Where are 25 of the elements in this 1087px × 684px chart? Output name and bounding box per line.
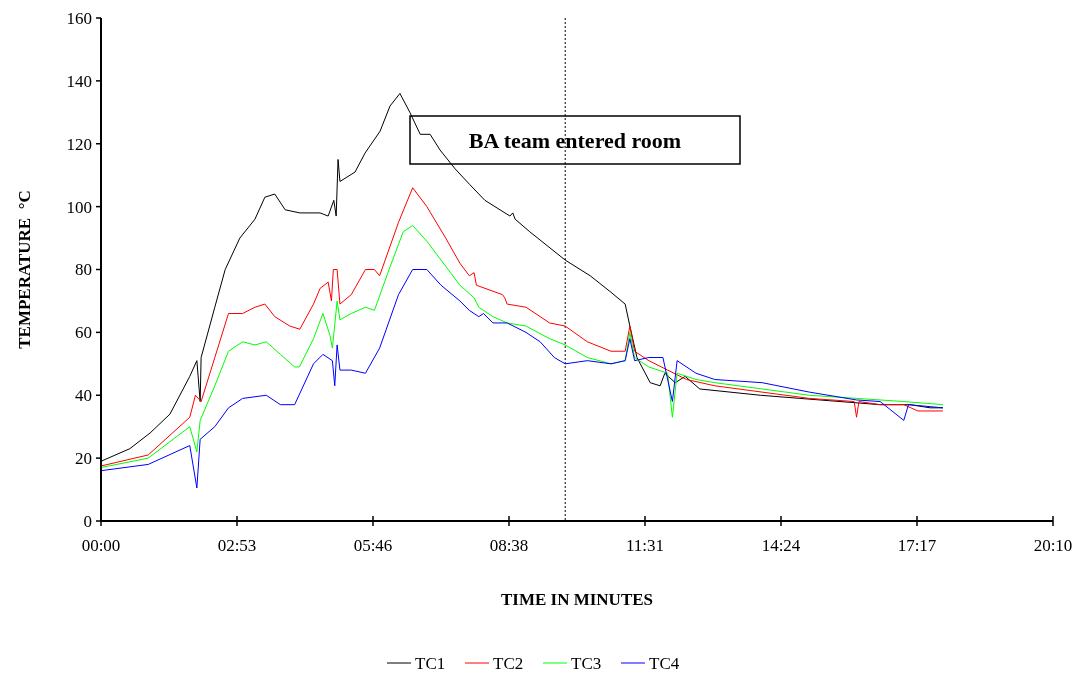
legend-label: TC3 [571, 653, 602, 673]
x-axis-title: TIME IN MINUTES [500, 590, 654, 609]
x-tick-label: 05:46 [353, 536, 393, 555]
legend-label: TC4 [649, 653, 680, 673]
y-axis-title: TEMPERATURE °C [15, 190, 34, 349]
line-series [100, 269, 944, 489]
x-tick-label: 20:10 [1033, 536, 1073, 555]
y-tick-label: 60 [75, 323, 92, 343]
x-tick-label: 14:24 [761, 536, 801, 555]
x-tick-label: 02:53 [217, 536, 257, 555]
x-tick-label: 11:31 [625, 536, 665, 555]
legend-label: TC1 [415, 653, 446, 673]
y-tick-label: 140 [66, 71, 92, 91]
y-tick-label: 100 [66, 197, 92, 217]
y-tick-label: 160 [66, 8, 92, 28]
x-tick-label: 08:38 [489, 536, 529, 555]
x-tick-label: 00:00 [81, 536, 121, 555]
y-tick-label: 40 [75, 386, 92, 406]
y-tick-label: 0 [83, 511, 92, 531]
y-tick-label: 80 [75, 260, 92, 280]
annotation: BA team entered room [468, 127, 682, 153]
y-tick-label: 120 [66, 134, 92, 154]
legend-label: TC2 [493, 653, 524, 673]
y-tick-label: 20 [75, 449, 92, 469]
x-tick-label: 17:17 [897, 536, 937, 555]
